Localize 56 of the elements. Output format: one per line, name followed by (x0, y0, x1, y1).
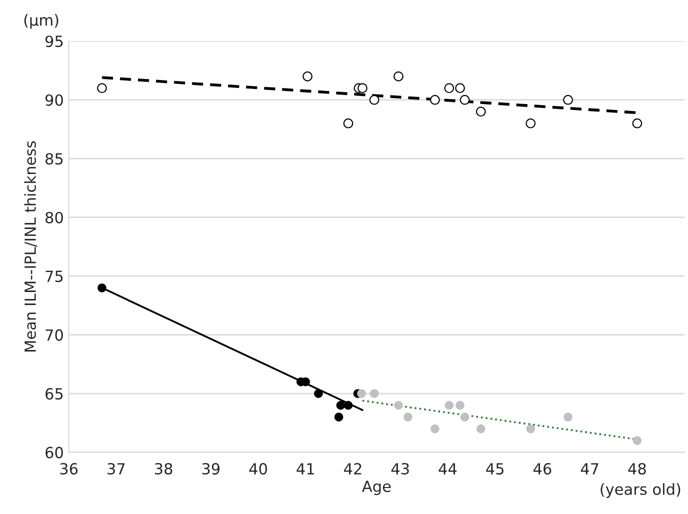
point (632, 118, 642, 128)
point (314, 389, 323, 398)
point (563, 94, 573, 105)
point (334, 412, 344, 422)
point (444, 400, 454, 410)
x-tick-label: 45 (486, 463, 504, 475)
x-tick-label: 36 (60, 463, 78, 475)
point (344, 400, 353, 410)
x-tick-label: 41 (296, 463, 314, 474)
point (98, 283, 106, 292)
x-tick-label: 39 (202, 463, 220, 475)
x-tick-label: 44 (438, 463, 457, 474)
point (460, 412, 470, 422)
point (394, 400, 403, 410)
point (97, 83, 107, 94)
point (526, 424, 536, 434)
text: (years old) (600, 483, 680, 498)
point (358, 83, 368, 94)
point (369, 94, 380, 105)
point (394, 71, 404, 82)
text: (μm) (24, 14, 58, 29)
point (564, 412, 572, 422)
x-tick-label: 40 (249, 463, 267, 475)
point (476, 424, 486, 434)
x-tick-label: 38 (154, 463, 172, 475)
point (343, 118, 354, 128)
x-tick-label: 46 (533, 463, 552, 475)
point (526, 118, 536, 128)
y-tick-label: 85 (46, 153, 63, 165)
x-tick-label: 42 (344, 463, 362, 474)
point (444, 83, 454, 94)
y-axis-title: Mean ILM--IPL/INL thickness (24, 141, 38, 352)
point (336, 400, 346, 410)
y-tick-label: 60 (46, 446, 63, 458)
x-tick-label: 43 (391, 463, 409, 475)
x-tick-label: 48 (628, 463, 646, 475)
point (370, 389, 379, 398)
point (430, 94, 440, 105)
point (476, 106, 486, 117)
y-tick-label: 80 (46, 212, 63, 224)
point (455, 83, 465, 94)
y-tick-label: 90 (45, 94, 63, 106)
point (460, 94, 470, 105)
y-tick-label: 95 (45, 36, 63, 48)
x-axis-title: Age (362, 480, 391, 496)
point (357, 389, 366, 398)
point (302, 71, 312, 82)
point (632, 436, 642, 445)
y-tick-label: 75 (46, 270, 63, 282)
point (404, 412, 412, 422)
y-tick-label: 65 (46, 388, 63, 400)
x-tick-label: 37 (108, 463, 125, 475)
x-tick-label: 47 (580, 463, 598, 474)
point (430, 424, 440, 434)
y-tick-label: 70 (46, 329, 63, 341)
point (456, 400, 464, 410)
